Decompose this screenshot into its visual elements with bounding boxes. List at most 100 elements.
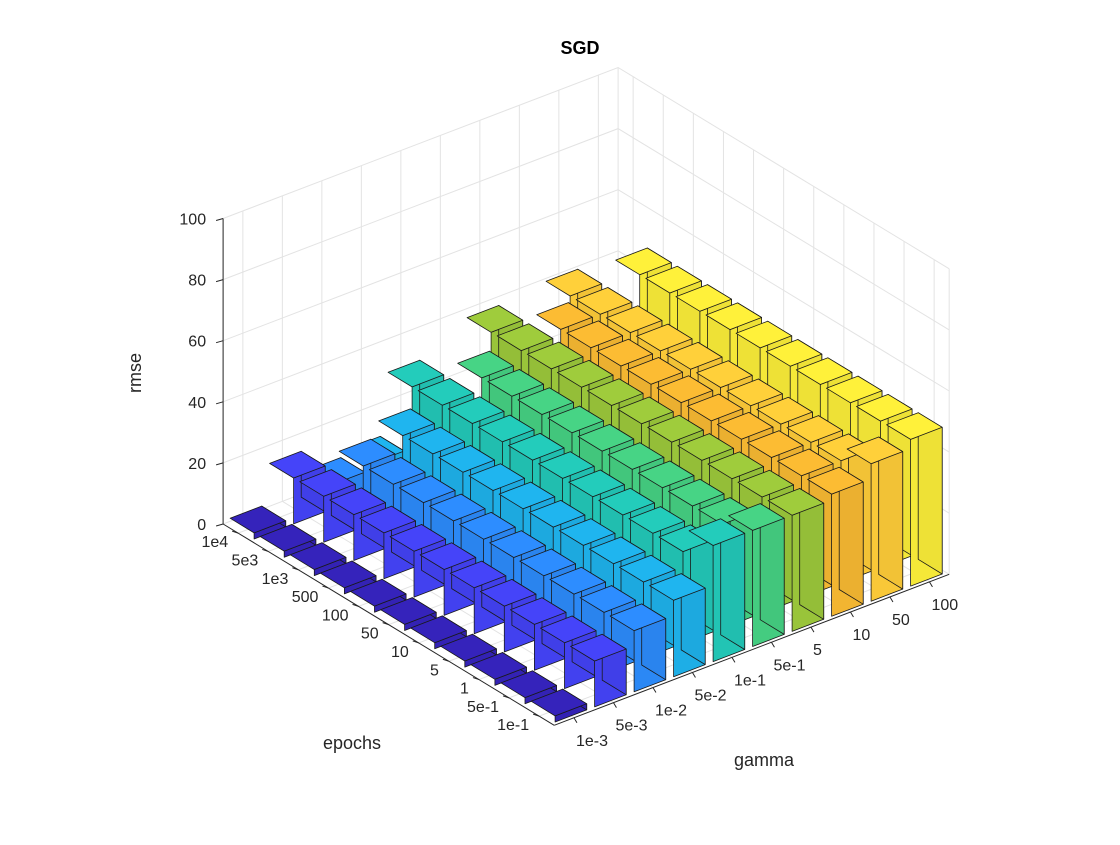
- bar: [229, 505, 287, 540]
- epochs-tick: [532, 713, 540, 717]
- bar-top-face: [536, 302, 593, 330]
- bar-top-face: [558, 518, 616, 546]
- gamma-tick: [652, 687, 657, 693]
- bar-top-face: [468, 463, 525, 491]
- bar-top-face: [538, 451, 595, 479]
- epochs-tick-label: 5: [430, 662, 439, 679]
- epochs-tick: [412, 640, 419, 644]
- bar-top-face: [765, 339, 823, 367]
- epochs-tick-label: 1: [460, 681, 469, 698]
- bar-top-face: [688, 518, 746, 546]
- bar-top-face: [756, 396, 813, 425]
- bar-top-face: [540, 615, 597, 644]
- bar-top-face: [449, 560, 507, 589]
- bar-top-face: [489, 530, 546, 558]
- bar-top-face: [707, 451, 764, 480]
- bar: [728, 503, 785, 647]
- bar-top-face: [675, 284, 732, 312]
- z-tick: [215, 401, 224, 405]
- bar-top-face: [419, 542, 477, 570]
- bar-top-face: [728, 503, 785, 531]
- bar-top-face: [716, 411, 774, 440]
- gamma-tick-label: 5e-1: [773, 657, 805, 674]
- gamma-tick-label: 50: [892, 612, 910, 629]
- bar-top-face: [619, 554, 676, 583]
- bar: [570, 633, 627, 708]
- bar-top-face: [636, 323, 693, 352]
- bar-top-face: [389, 524, 447, 552]
- z-tick-label: 20: [188, 456, 206, 473]
- bar-top-face: [498, 481, 556, 510]
- bar-top-face: [387, 359, 445, 388]
- bar: [350, 578, 407, 613]
- bar-top-face: [626, 357, 683, 385]
- z-tick: [215, 279, 224, 283]
- epochs-tick-label: 5e3: [232, 552, 259, 569]
- bar-top-face: [547, 405, 604, 434]
- gamma-tick-label: 100: [931, 597, 958, 614]
- chart-title: SGD: [560, 38, 599, 58]
- bar-top-face: [637, 460, 695, 489]
- epochs-tick: [352, 603, 359, 607]
- gamma-tick-label: 5: [813, 642, 822, 659]
- bar: [410, 615, 467, 650]
- bar-top-face: [737, 469, 794, 498]
- gamma-tick: [889, 596, 894, 603]
- bar-top-face: [299, 469, 356, 497]
- bar-top-face: [777, 448, 834, 477]
- bar-top-face: [767, 488, 825, 516]
- bar-top-face: [466, 305, 524, 333]
- bar-top-face: [229, 505, 287, 534]
- bar-top-face: [500, 670, 557, 698]
- bar-top-face: [410, 615, 467, 644]
- bar-top-face: [628, 506, 685, 534]
- bar-top-face: [786, 415, 843, 443]
- bar-top-face: [417, 378, 475, 406]
- gamma-tick-label: 5e-2: [694, 687, 726, 704]
- bar: [807, 466, 864, 617]
- bar-top-face: [438, 445, 495, 473]
- gamma-tick-label: 1e-1: [734, 672, 766, 689]
- bar-top-face: [319, 560, 377, 589]
- bar-top-face: [408, 426, 465, 455]
- bar-top-face: [686, 393, 744, 422]
- epochs-tick: [472, 677, 480, 681]
- epochs-tick: [231, 530, 239, 534]
- bar-top-face: [457, 350, 514, 379]
- bar-front-right-face: [917, 412, 943, 575]
- bar-top-face: [607, 442, 665, 470]
- bar-top-face: [577, 423, 635, 452]
- epochs-tick: [382, 622, 389, 626]
- epochs-tick-label: 5e-1: [467, 699, 499, 716]
- bar-top-face: [747, 430, 804, 458]
- gamma-tick-label: 1e-2: [655, 703, 687, 720]
- epochs-tick-label: 1e4: [201, 534, 228, 551]
- z-grid-line: [222, 66, 950, 270]
- gamma-tick: [771, 641, 775, 648]
- bar: [886, 412, 943, 587]
- epochs-tick-label: 100: [322, 607, 349, 624]
- bar-top-face: [545, 268, 603, 297]
- z-tick-label: 0: [197, 517, 206, 534]
- epochs-axis-line: [222, 523, 555, 726]
- bar-top-face: [398, 475, 456, 504]
- bar: [449, 560, 507, 635]
- bar-top-face: [526, 341, 584, 370]
- bar-top-face: [696, 360, 753, 388]
- x-axis-label: gamma: [734, 750, 795, 770]
- bar-top-face: [487, 369, 544, 397]
- bar: [470, 652, 527, 686]
- z-axis-label: rmse: [125, 353, 145, 393]
- bar: [530, 688, 588, 723]
- bar-top-face: [509, 597, 567, 625]
- epochs-tick: [442, 658, 450, 662]
- bar: [767, 488, 825, 632]
- gamma-axis-line: [554, 573, 950, 726]
- bar-top-face: [259, 524, 317, 552]
- bar: [688, 518, 746, 662]
- bar-top-face: [735, 320, 793, 349]
- epochs-tick-label: 1e3: [262, 571, 289, 588]
- bar-top-face: [440, 633, 497, 662]
- bar-top-face: [826, 375, 883, 404]
- bar-top-face: [647, 414, 704, 443]
